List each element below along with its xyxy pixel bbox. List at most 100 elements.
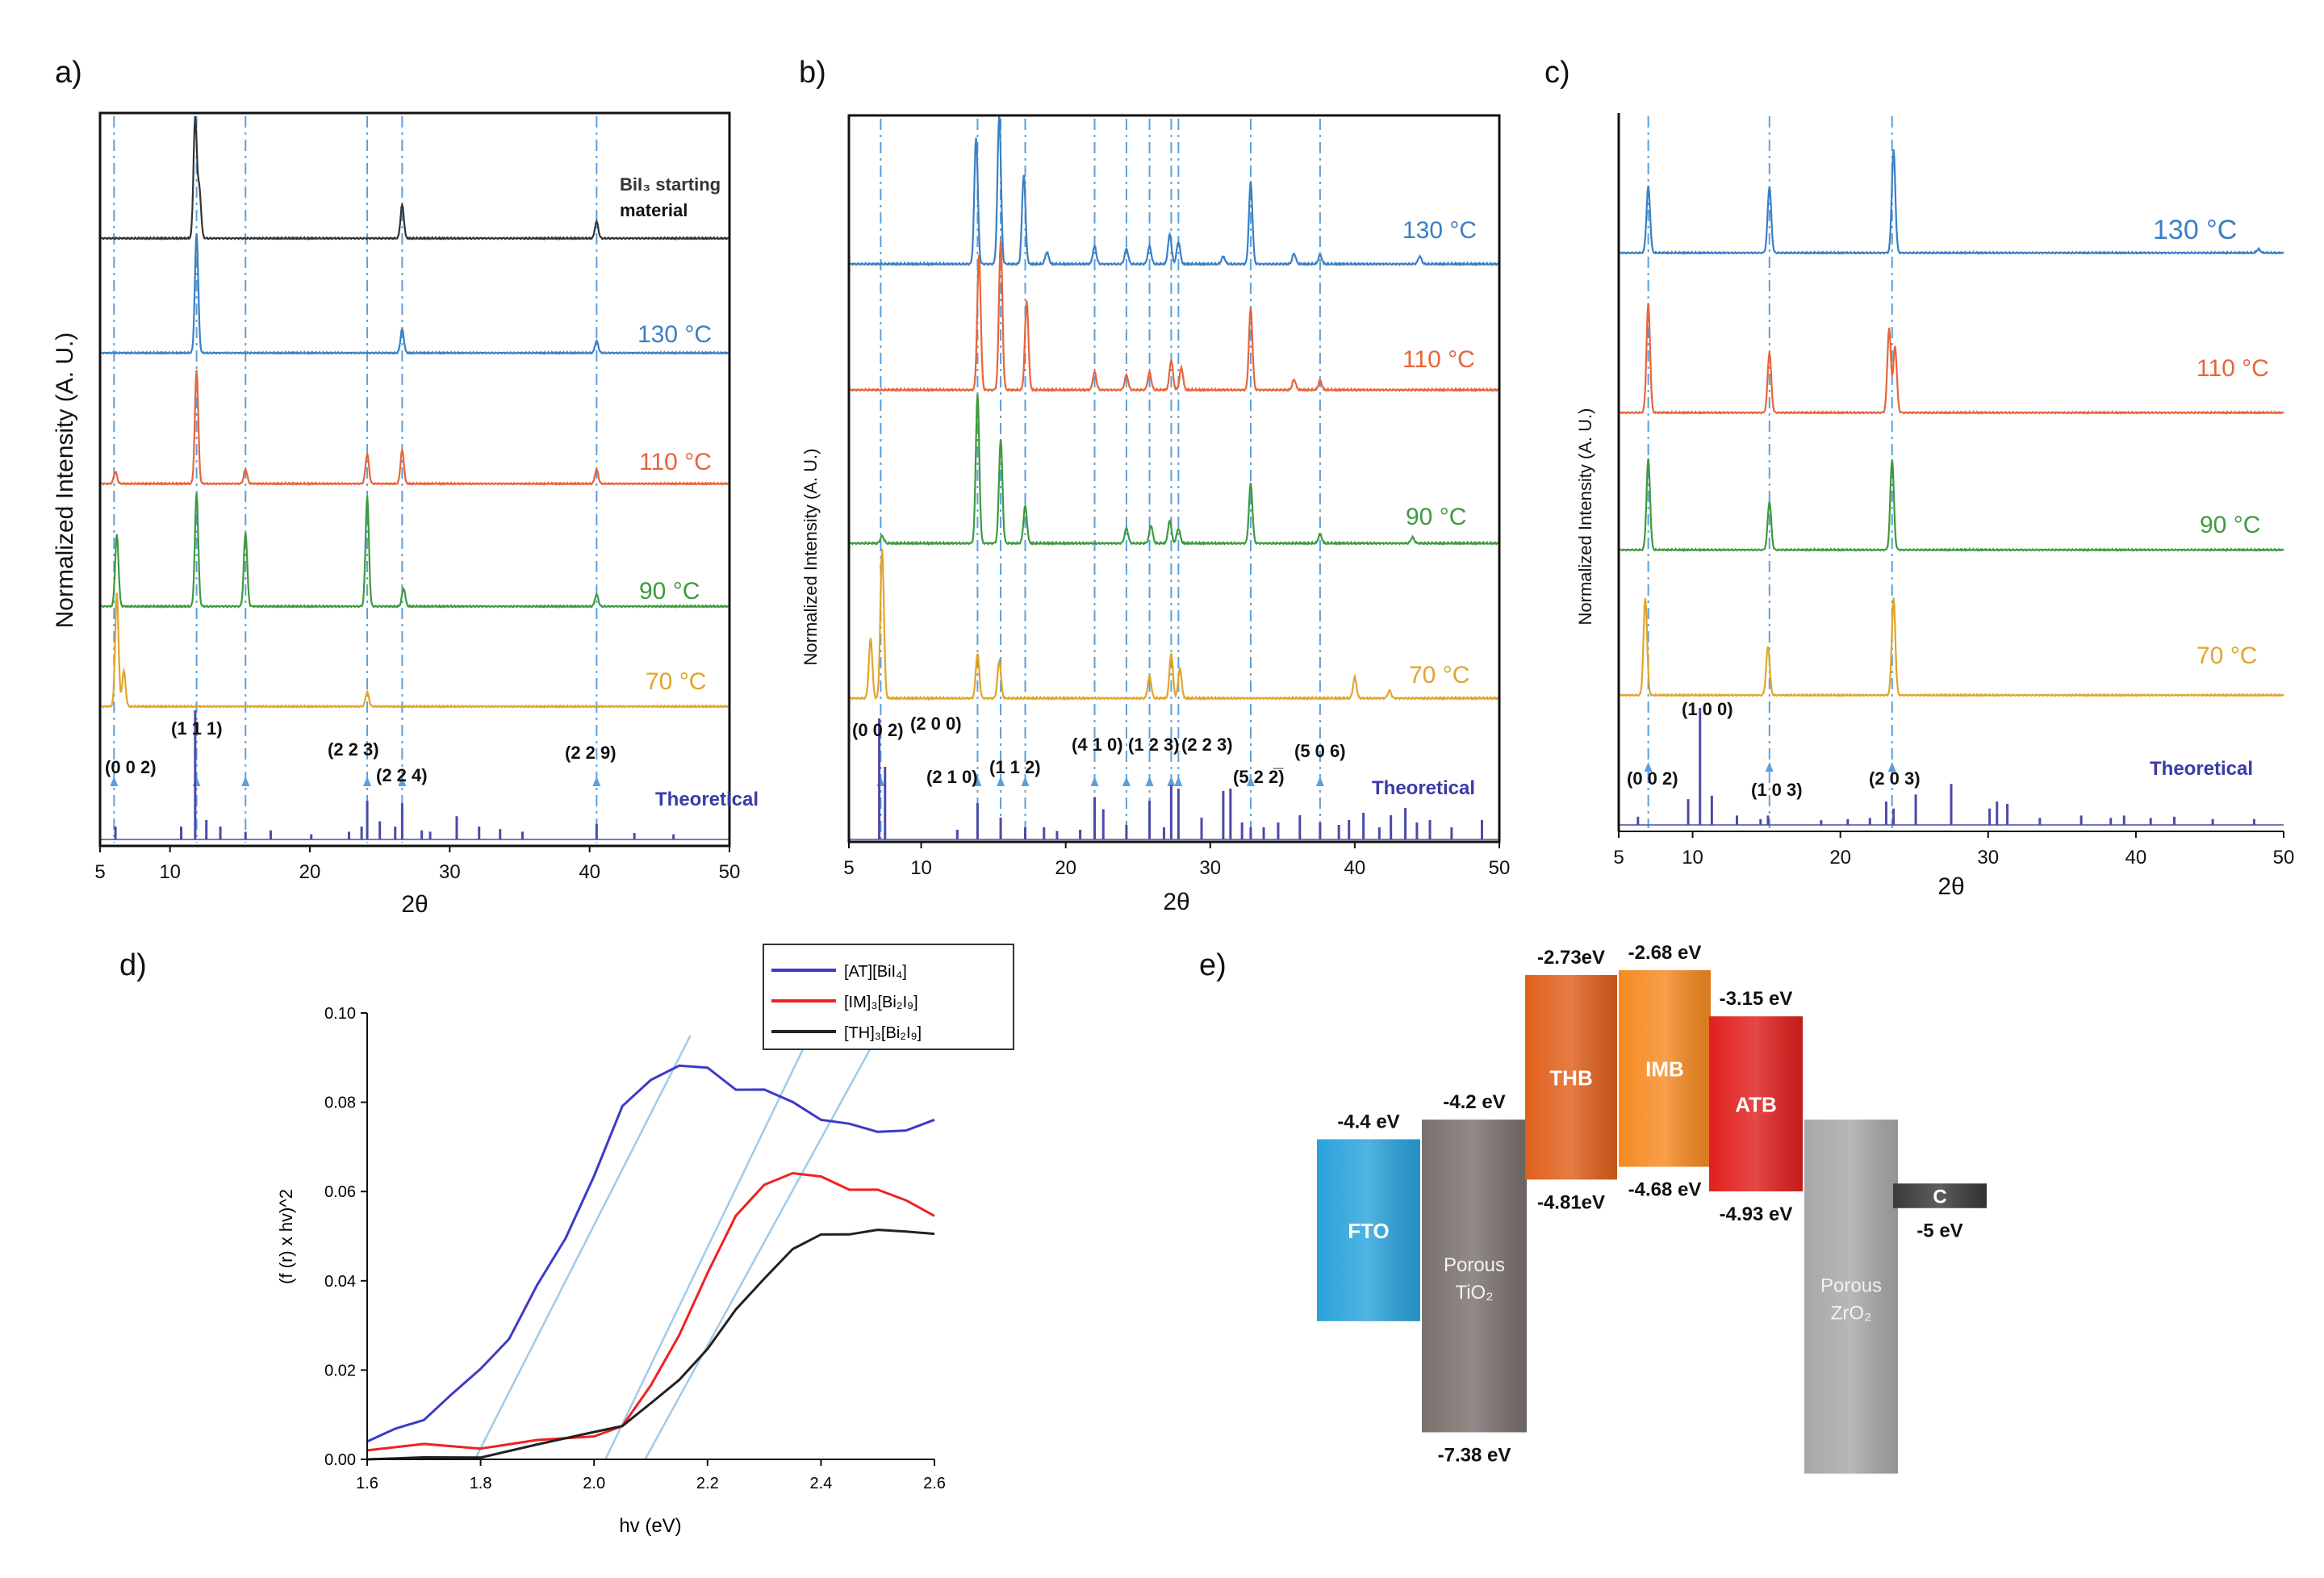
- x-tick-label: 30: [1199, 857, 1221, 879]
- block-name: THB: [1549, 1066, 1592, 1090]
- peak-arrow: [997, 776, 1005, 786]
- theoretical-label: Theoretical: [655, 789, 759, 810]
- energy-block-sheen: [1317, 1139, 1420, 1321]
- panel-a-traces: [99, 115, 730, 840]
- absorption-series: [366, 1064, 935, 1443]
- peak-arrow: [1887, 762, 1896, 772]
- trace-label-130: 130 °C: [637, 321, 712, 348]
- panel-d-xlabel: hv (eV): [619, 1515, 681, 1537]
- xrd-trace: [848, 548, 1500, 701]
- x-tick-label: 2.2: [696, 1475, 719, 1492]
- peak-arrow: [1021, 776, 1030, 786]
- panel-c-xlabel: 2θ: [1937, 873, 1964, 900]
- hkl-label: (2 2 3): [328, 739, 379, 760]
- hkl-label: (2 0 0): [910, 714, 962, 734]
- block-name: C: [1933, 1187, 1946, 1208]
- hkl-label: (2 2 9): [565, 743, 617, 763]
- panel-c: c) 5 10 20 30 40 50 2θ Normalized Intensity (…: [1544, 56, 2294, 900]
- peak-arrow: [1090, 776, 1099, 786]
- x-tick-label: 5: [1613, 847, 1624, 869]
- x-tick-label: 2.0: [583, 1475, 605, 1492]
- x-tick-label: 10: [159, 861, 181, 883]
- panel-e-label: e): [1199, 948, 1227, 982]
- trace-label-bil3: BiI₃ starting: [620, 174, 721, 195]
- trace-label-bil3-line2: material: [620, 200, 688, 220]
- panel-c-xticks: 5 10 20 30 40 50: [1613, 831, 2294, 869]
- trace-label-90: 90 °C: [2200, 512, 2260, 538]
- hkl-label: (5 0 6): [1294, 741, 1346, 761]
- x-tick-label: 20: [299, 861, 321, 883]
- xrd-trace: [1618, 458, 2284, 553]
- hkl-label: (1 0 3): [1751, 780, 1803, 800]
- peak-arrow: [1145, 776, 1154, 786]
- x-tick-label: 10: [1682, 847, 1703, 869]
- hkl-label: (2 2 4): [376, 765, 428, 785]
- panel-b-frame: [847, 114, 1501, 843]
- xrd-trace: [1618, 303, 2284, 416]
- panel-d-label: d): [119, 948, 147, 982]
- trace-label-130: 130 °C: [2153, 215, 2237, 245]
- legend-label: [IM]₃[Bi₂I₉]: [844, 994, 918, 1011]
- hkl-label: (2 0 3): [1869, 768, 1921, 789]
- block-name: ATB: [1735, 1093, 1777, 1117]
- panel-d-plot: [366, 1035, 935, 1461]
- x-tick-label: 5: [94, 861, 105, 883]
- energy-block-sheen: [1709, 1016, 1803, 1192]
- peak-arrow: [973, 776, 982, 786]
- theoretical-label: Theoretical: [2150, 758, 2253, 780]
- peak-arrow: [1167, 776, 1176, 786]
- block-name-line2: TiO₂: [1455, 1282, 1493, 1304]
- x-tick-label: 40: [2125, 847, 2147, 869]
- peak-arrow: [398, 776, 407, 786]
- peak-arrow: [1122, 776, 1131, 786]
- panel-a-frame: [98, 111, 731, 848]
- trace-label-90: 90 °C: [639, 578, 700, 605]
- peak-arrow: [1246, 776, 1255, 786]
- panel-d-ylabel: (f (r) x hv)^2: [276, 1189, 296, 1284]
- panel-b-label: b): [799, 56, 826, 90]
- x-tick-label: 2.6: [923, 1475, 946, 1492]
- peak-arrow: [1644, 762, 1653, 772]
- xrd-trace: [99, 232, 730, 356]
- hkl-label: (1 1 1): [171, 718, 223, 739]
- hkl-label: (4 1 0): [1072, 735, 1123, 755]
- xrd-trace: [99, 115, 730, 241]
- x-tick-label: 1.8: [470, 1475, 492, 1492]
- x-tick-label: 40: [579, 861, 600, 883]
- panel-a-xticks: 5 10 20 30 40 50: [94, 846, 740, 883]
- legend-label: [TH]₃[Bi₂I₉]: [844, 1024, 922, 1042]
- energy-bottom-label: -4.68 eV: [1628, 1179, 1702, 1201]
- x-tick-label: 40: [1344, 857, 1366, 879]
- panel-c-traces: [1618, 149, 2284, 826]
- y-tick-label: 0.04: [324, 1273, 356, 1291]
- x-tick-label: 50: [2273, 847, 2295, 869]
- energy-bottom-label: -4.93 eV: [1720, 1203, 1793, 1225]
- theoretical-label: Theoretical: [1372, 777, 1475, 799]
- trace-label-110: 110 °C: [2197, 355, 2269, 382]
- trace-label-70: 70 °C: [1409, 662, 1469, 689]
- xrd-trace: [848, 241, 1500, 393]
- x-tick-label: 30: [439, 861, 461, 883]
- peak-arrow: [592, 776, 601, 786]
- energy-bottom-label: -7.38 eV: [1438, 1444, 1511, 1466]
- x-tick-label: 50: [1489, 857, 1511, 879]
- y-tick-label: 0.10: [324, 1005, 356, 1023]
- energy-top-label: -2.73eV: [1537, 947, 1605, 969]
- x-tick-label: 30: [1977, 847, 1999, 869]
- panel-b-traces: [848, 115, 1500, 840]
- panel-d-ticks: 1.6 1.8 2.0 2.2 2.4 2.6 0.00 0.02 0.04 0.06 0.08 0.…: [324, 1005, 946, 1492]
- panel-b-xticks: 5 10 20 30 40 50: [843, 842, 1510, 879]
- energy-diagram: FTO -4.4 eV Porous TiO₂ -4.2 eV -7.38 eV THB -2…: [1317, 942, 1987, 1474]
- hkl-label: (5 2 2̅): [1233, 767, 1285, 787]
- x-tick-label: 5: [843, 857, 854, 879]
- xrd-trace: [848, 115, 1500, 267]
- block-name: FTO: [1348, 1219, 1390, 1243]
- trace-label-90: 90 °C: [1406, 504, 1466, 530]
- energy-top-label: -4.2 eV: [1443, 1091, 1505, 1113]
- panel-e: e) FTO -4.4 eV Porous TiO₂ -4.2 eV -7.38 eV TH…: [1199, 942, 1987, 1474]
- hkl-label: (0 0 2): [852, 720, 904, 740]
- panel-b-ylabel: Normalized Intensity (A. U.): [800, 449, 821, 666]
- panel-d: d) 1.6 1.8 2.0 2.2 2.4 2.6 0.00 0.02 0.04 0.06 0.0…: [119, 944, 1014, 1537]
